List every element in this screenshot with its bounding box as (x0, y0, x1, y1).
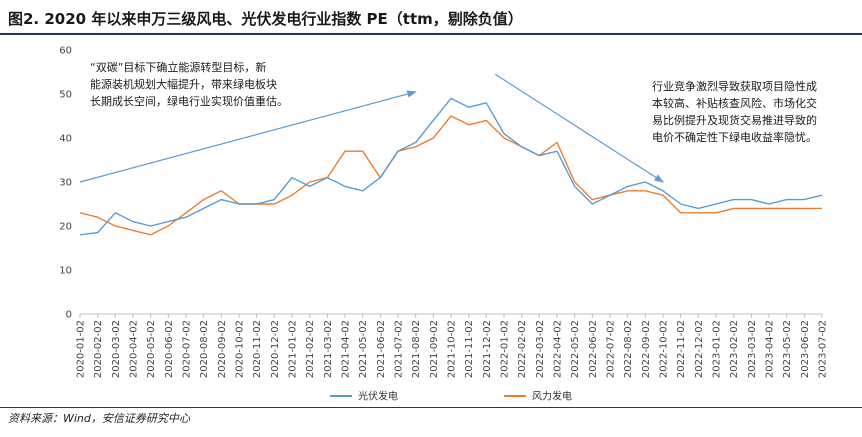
x-tick-label: 2021-06-02 (376, 320, 387, 378)
y-tick-label: 20 (59, 222, 72, 233)
title-rule (0, 33, 862, 35)
legend-label-1: 风力发电 (532, 390, 572, 403)
x-tick-label: 2020-12-02 (270, 320, 281, 378)
x-tick-label: 2022-01-02 (500, 320, 511, 378)
x-tick-label: 2022-07-02 (606, 320, 617, 378)
annotation-0-line: 长期成长空间，绿电行业实现价值重估。 (90, 94, 288, 108)
y-tick-label: 0 (66, 310, 72, 321)
x-tick-label: 2021-03-02 (323, 320, 334, 378)
title-bar: 图2. 2020 年以来申万三级风电、光伏发电行业指数 PE（ttm，剔除负值） (0, 0, 862, 35)
x-tick-label: 2021-05-02 (358, 320, 369, 378)
x-tick-label: 2022-02-02 (517, 320, 528, 378)
x-tick-label: 2022-03-02 (535, 320, 546, 378)
annotation-layer: “双碳”目标下确立能源转型目标，新能源装机规划大幅提升，带来绿电板块长期成长空间… (79, 60, 817, 183)
x-tick-label: 2020-08-02 (199, 320, 210, 378)
x-tick-label: 2021-01-02 (288, 320, 299, 378)
source-note: 资料来源：Wind，安信证券研究中心 (8, 412, 190, 425)
x-tick-label: 2020-01-02 (76, 320, 87, 378)
x-tick-label: 2020-09-02 (217, 320, 228, 378)
annotation-1-line: 行业竞争激烈导致获取项目隐性成 (652, 79, 817, 93)
y-tick-label: 50 (59, 90, 72, 101)
y-tick-label: 30 (59, 178, 72, 189)
annotation-0-line: “双碳”目标下确立能源转型目标，新 (90, 60, 266, 74)
x-tick-label: 2022-05-02 (570, 320, 581, 378)
x-tick-label: 2023-04-02 (765, 320, 776, 378)
x-tick-label: 2023-02-02 (729, 320, 740, 378)
x-tick-label: 2021-10-02 (447, 320, 458, 378)
x-tick-label: 2020-07-02 (182, 320, 193, 378)
x-tick-label: 2021-12-02 (482, 320, 493, 378)
axes: 0 10 20 30 40 50 60 2020-01-02 2020-02-02 2020-03… (59, 46, 828, 379)
x-tick-label: 2020-10-02 (235, 320, 246, 378)
x-tick-label: 2022-12-02 (694, 320, 705, 378)
bottom-rule (0, 407, 862, 408)
annotation-1-line: 易比例提升及现货交易推进导致的 (652, 113, 817, 127)
x-tick-label: 2020-06-02 (164, 320, 175, 378)
x-tick-label: 2023-01-02 (712, 320, 723, 378)
x-tick-label: 2022-08-02 (623, 320, 634, 378)
x-tick-label: 2023-06-02 (800, 320, 811, 378)
annotation-0-line: 能源装机规划大幅提升，带来绿电板块 (90, 77, 277, 91)
x-tick-label: 2020-03-02 (111, 320, 122, 378)
x-tick-label: 2020-11-02 (252, 320, 263, 378)
annotation-arrow-0 (79, 90, 417, 183)
x-tick-label: 2021-11-02 (464, 320, 475, 378)
series-layer (79, 97, 823, 236)
x-tick-label: 2020-05-02 (146, 320, 157, 378)
x-tick-label: 2021-04-02 (341, 320, 352, 378)
x-tick-label: 2021-08-02 (411, 320, 422, 378)
x-tick-label: 2022-09-02 (641, 320, 652, 378)
y-tick-label: 60 (59, 46, 72, 57)
y-tick-label: 40 (59, 134, 72, 145)
series-line-0 (79, 97, 823, 236)
x-tick-label: 2022-04-02 (553, 320, 564, 378)
x-tick-label: 2022-06-02 (588, 320, 599, 378)
series-line-1 (79, 115, 822, 236)
x-tick-label: 2023-05-02 (782, 320, 793, 378)
x-tick-label: 2021-02-02 (305, 320, 316, 378)
pe-line-chart: 0 10 20 30 40 50 60 2020-01-02 2020-02-02 2020-03… (59, 46, 828, 403)
x-tick-label: 2021-09-02 (429, 320, 440, 378)
x-tick-label: 2022-10-02 (659, 320, 670, 378)
y-tick-label: 10 (59, 266, 72, 277)
legend-label-0: 光伏发电 (358, 390, 398, 403)
x-tick-label: 2022-11-02 (676, 320, 687, 378)
annotation-arrow-1 (494, 73, 665, 183)
x-tick-label: 2020-04-02 (129, 320, 140, 378)
chart-title: 图2. 2020 年以来申万三级风电、光伏发电行业指数 PE（ttm，剔除负值） (8, 10, 523, 28)
x-tick-label: 2023-03-02 (747, 320, 758, 378)
annotation-1-line: 电价不确定性下绿电收益率隐忧。 (652, 130, 817, 144)
legend: 光伏发电 风力发电 (330, 390, 572, 403)
x-tick-label: 2023-07-02 (818, 320, 829, 378)
x-tick-label: 2020-02-02 (93, 320, 104, 378)
annotation-1-line: 本较高、补贴核查风险、市场化交 (652, 96, 817, 110)
x-tick-label: 2021-07-02 (394, 320, 405, 378)
